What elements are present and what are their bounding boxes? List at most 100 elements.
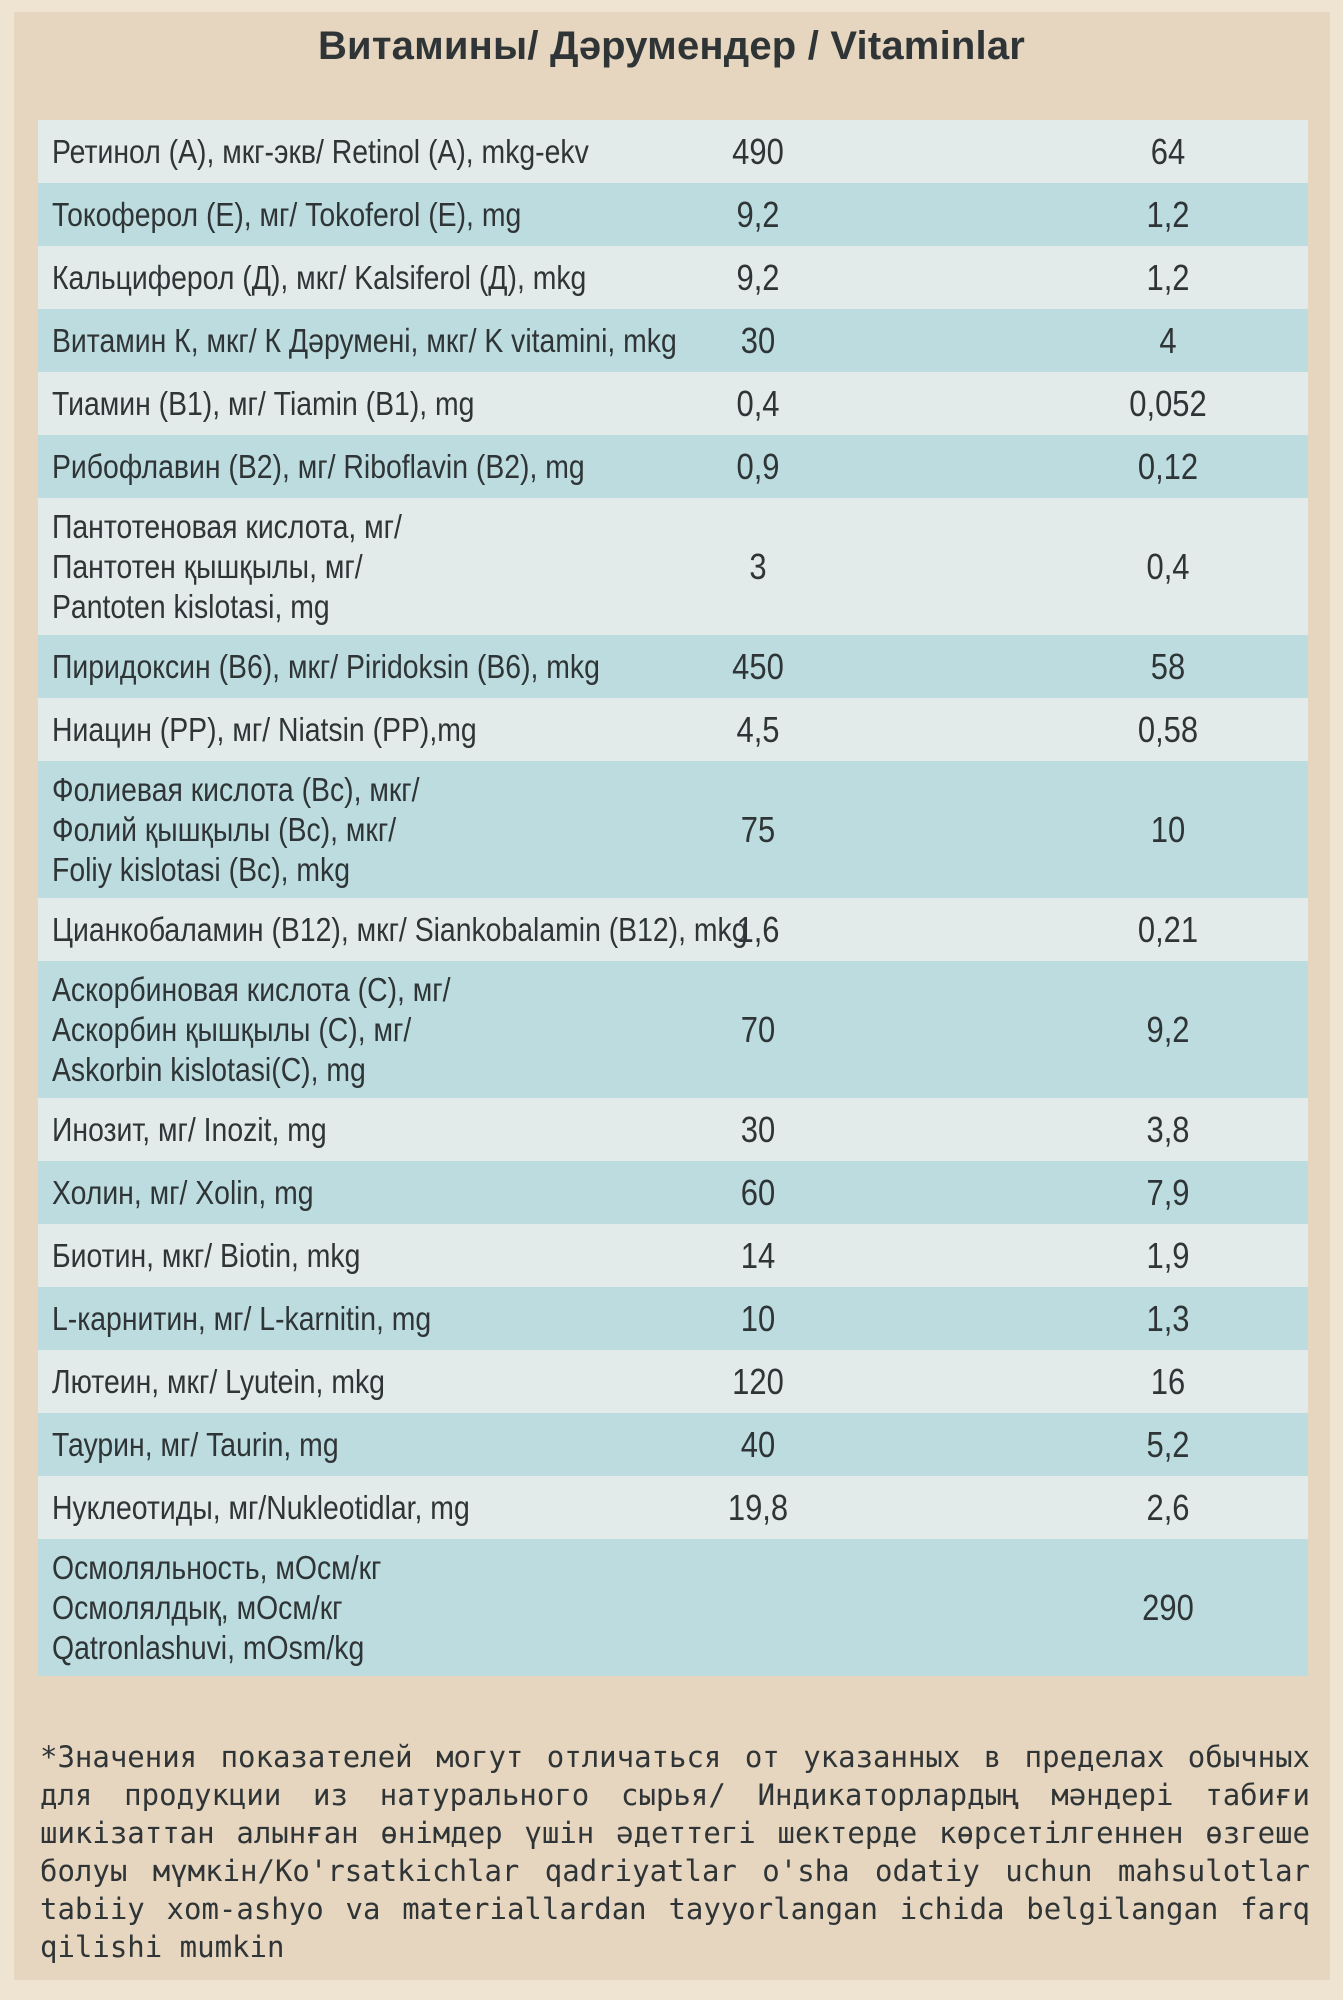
nutrient-name-line: Токоферол (Е), мг/ Tokoferol (E), mg: [52, 195, 522, 233]
value-per-100ml: 16: [1150, 1360, 1186, 1402]
nutrient-name: Инозит, мг/ Inozit, mg: [52, 1110, 602, 1150]
table-row: Тиамин (В1), мг/ Tiamin (B1), mg 0,4 0,052: [38, 372, 1308, 435]
section-title: Витамины/ Дәрумендер / Vitaminlar: [317, 24, 1026, 68]
value-per-100ml: 9,2: [1146, 1008, 1190, 1050]
value-per-100g: 10: [740, 1297, 776, 1339]
nutrient-name-line: Фолиевая кислота (Вс), мкг/: [52, 770, 420, 808]
table-row: Токоферол (Е), мг/ Tokoferol (E), mg 9,2 1…: [38, 183, 1308, 246]
nutrient-name-line: Биотин, мкг/ Biotin, mkg: [52, 1236, 361, 1274]
nutrient-name: Рибофлавин (В2), мг/ Riboflavin (B2), mg: [52, 447, 602, 487]
nutrient-name: Осмоляльность, мОсм/кг Осмолялдық, мОсм/к…: [52, 1548, 602, 1668]
value-per-100ml: 0,12: [1137, 445, 1199, 487]
table-row: Инозит, мг/ Inozit, mg 30 3,8: [38, 1098, 1308, 1161]
value-per-100g: 9,2: [736, 193, 780, 235]
vitamins-table: Ретинол (А), мкг-экв/ Retinol (A), mkg-e…: [38, 120, 1308, 1676]
nutrient-name-line: Кальциферол (Д), мкг/ Kalsiferol (Д), mk…: [52, 258, 587, 296]
nutrient-name-line: Пантотеновая кислота, мг/: [52, 507, 402, 545]
table-row: Кальциферол (Д), мкг/ Kalsiferol (Д), mk…: [38, 246, 1308, 309]
nutrient-name-line: Цианкобаламин (В12), мкг/ Siankobalamin …: [52, 910, 748, 948]
value-per-100ml: 1,2: [1146, 256, 1190, 298]
value-per-100ml: 3,8: [1146, 1108, 1190, 1150]
table-row: Фолиевая кислота (Вс), мкг/Фолий қышқылы…: [38, 761, 1308, 898]
value-per-100g: 75: [740, 808, 776, 850]
nutrient-name-line: Фолий қышқылы (Вс), мкг/: [52, 810, 397, 848]
value-per-100g: 60: [740, 1171, 776, 1213]
value-per-100g: 0,4: [736, 382, 780, 424]
nutrient-name-line: Аскорбин қышқылы (С), мг/: [52, 1010, 412, 1048]
value-per-100ml: 0,052: [1129, 382, 1207, 424]
table-row: Ретинол (А), мкг-экв/ Retinol (A), mkg-e…: [38, 120, 1308, 183]
value-per-100g: 40: [740, 1423, 776, 1465]
nutrient-name-line: Askorbin kislotasi(C), mg: [52, 1050, 366, 1088]
table-row: Ниацин (РР), мг/ Niatsin (PP),mg 4,5 0,58: [38, 698, 1308, 761]
value-per-100ml: 5,2: [1146, 1423, 1190, 1465]
table-row: Рибофлавин (В2), мг/ Riboflavin (B2), mg…: [38, 435, 1308, 498]
nutrient-name: Лютеин, мкг/ Lyutein, mkg: [52, 1362, 602, 1402]
value-per-100g: 19,8: [727, 1486, 789, 1528]
nutrient-name-line: Пиридоксин (В6), мкг/ Piridoksin (B6), m…: [52, 647, 600, 685]
value-per-100g: 0,9: [736, 445, 780, 487]
nutrient-name-line: Тиамин (В1), мг/ Tiamin (B1), mg: [52, 384, 475, 422]
table-row: Биотин, мкг/ Biotin, mkg 14 1,9: [38, 1224, 1308, 1287]
value-per-100ml: 4: [1159, 319, 1177, 361]
nutrient-name-line: Ниацин (РР), мг/ Niatsin (PP),mg: [52, 710, 477, 748]
table-row: Витамин К, мкг/ К Дәрумені, мкг/ K vitam…: [38, 309, 1308, 372]
value-per-100g: 450: [732, 645, 784, 687]
value-per-100g: 4,5: [736, 708, 780, 750]
value-per-100g: 490: [732, 130, 784, 172]
nutrient-name: Нуклеотиды, мг/Nukleotidlar, mg: [52, 1488, 602, 1528]
nutrient-name-line: Осмолялдық, мОсм/кг: [52, 1588, 343, 1626]
nutrient-name: Пиридоксин (В6), мкг/ Piridoksin (B6), m…: [52, 647, 602, 687]
value-per-100ml: 1,2: [1146, 193, 1190, 235]
nutrient-name-line: Пантотен қышқылы, мг/: [52, 547, 363, 585]
nutrient-name: Ниацин (РР), мг/ Niatsin (PP),mg: [52, 710, 602, 750]
nutrient-name: Витамин К, мкг/ К Дәрумені, мкг/ K vitam…: [52, 321, 677, 361]
table-row: L-карнитин, мг/ L-karnitin, mg 10 1,3: [38, 1287, 1308, 1350]
nutrient-name-line: L-карнитин, мг/ L-karnitin, mg: [52, 1299, 432, 1337]
value-per-100ml: 0,4: [1146, 545, 1190, 587]
value-per-100ml: 7,9: [1146, 1171, 1190, 1213]
table-row: Холин, мг/ Xolin, mg 60 7,9: [38, 1161, 1308, 1224]
nutrient-name-line: Pantoten kislotasi, mg: [52, 587, 330, 625]
nutrient-name: Пантотеновая кислота, мг/Пантотен қышқыл…: [52, 507, 602, 627]
nutrient-name: Ретинол (А), мкг-экв/ Retinol (A), mkg-e…: [52, 132, 602, 172]
value-per-100g: 1,6: [736, 908, 780, 950]
nutrient-name: L-карнитин, мг/ L-karnitin, mg: [52, 1299, 602, 1339]
nutrient-name-line: Рибофлавин (В2), мг/ Riboflavin (B2), mg: [52, 447, 585, 485]
table-row: Таурин, мг/ Taurin, mg 40 5,2: [38, 1413, 1308, 1476]
value-per-100ml: 0,58: [1137, 708, 1199, 750]
value-per-100ml: 64: [1150, 130, 1186, 172]
nutrient-name: Фолиевая кислота (Вс), мкг/Фолий қышқылы…: [52, 770, 602, 890]
nutrient-name-line: Осмоляльность, мОсм/кг: [52, 1548, 382, 1586]
nutrient-name: Кальциферол (Д), мкг/ Kalsiferol (Д), mk…: [52, 258, 602, 298]
nutrient-name: Биотин, мкг/ Biotin, mkg: [52, 1236, 602, 1276]
nutrient-name-line: Ретинол (А), мкг-экв/ Retinol (A), mkg-e…: [52, 132, 589, 170]
value-per-100ml: 1,9: [1146, 1234, 1190, 1276]
nutrient-name-line: Qatronlashuvi, mOsm/kg: [52, 1628, 365, 1666]
nutrient-name-line: Foliy kislotasi (Bc), mkg: [52, 850, 351, 888]
nutrient-name-line: Инозит, мг/ Inozit, mg: [52, 1110, 327, 1148]
table-row: Лютеин, мкг/ Lyutein, mkg 120 16: [38, 1350, 1308, 1413]
table-row: Цианкобаламин (В12), мкг/ Siankobalamin …: [38, 898, 1308, 961]
nutrient-name-line: Аскорбиновая кислота (С), мг/: [52, 970, 451, 1008]
nutrient-name-line: Таурин, мг/ Taurin, mg: [52, 1425, 339, 1463]
table-row: Пантотеновая кислота, мг/Пантотен қышқыл…: [38, 498, 1308, 635]
value-per-100ml: 290: [1142, 1586, 1194, 1628]
value-per-100g: 30: [740, 1108, 776, 1150]
value-per-100g: 14: [740, 1234, 776, 1276]
value-per-100g: 3: [749, 545, 767, 587]
nutrient-name-line: Нуклеотиды, мг/Nukleotidlar, mg: [52, 1488, 470, 1526]
nutrient-name-line: Витамин К, мкг/ К Дәрумені, мкг/ K vitam…: [52, 321, 677, 359]
nutrient-name: Аскорбиновая кислота (С), мг/Аскорбин қы…: [52, 970, 602, 1090]
value-per-100g: 70: [740, 1008, 776, 1050]
value-per-100ml: 1,3: [1146, 1297, 1190, 1339]
nutrient-name: Цианкобаламин (В12), мкг/ Siankobalamin …: [52, 910, 748, 950]
nutrient-name: Токоферол (Е), мг/ Tokoferol (E), mg: [52, 195, 602, 235]
table-row: Осмоляльность, мОсм/кг Осмолялдық, мОсм/к…: [38, 1539, 1308, 1676]
nutrient-name: Тиамин (В1), мг/ Tiamin (B1), mg: [52, 384, 602, 424]
table-row: Нуклеотиды, мг/Nukleotidlar, mg 19,8 2,6: [38, 1476, 1308, 1539]
table-row: Пиридоксин (В6), мкг/ Piridoksin (B6), m…: [38, 635, 1308, 698]
nutrient-name-line: Холин, мг/ Xolin, mg: [52, 1173, 314, 1211]
value-per-100ml: 0,21: [1137, 908, 1199, 950]
